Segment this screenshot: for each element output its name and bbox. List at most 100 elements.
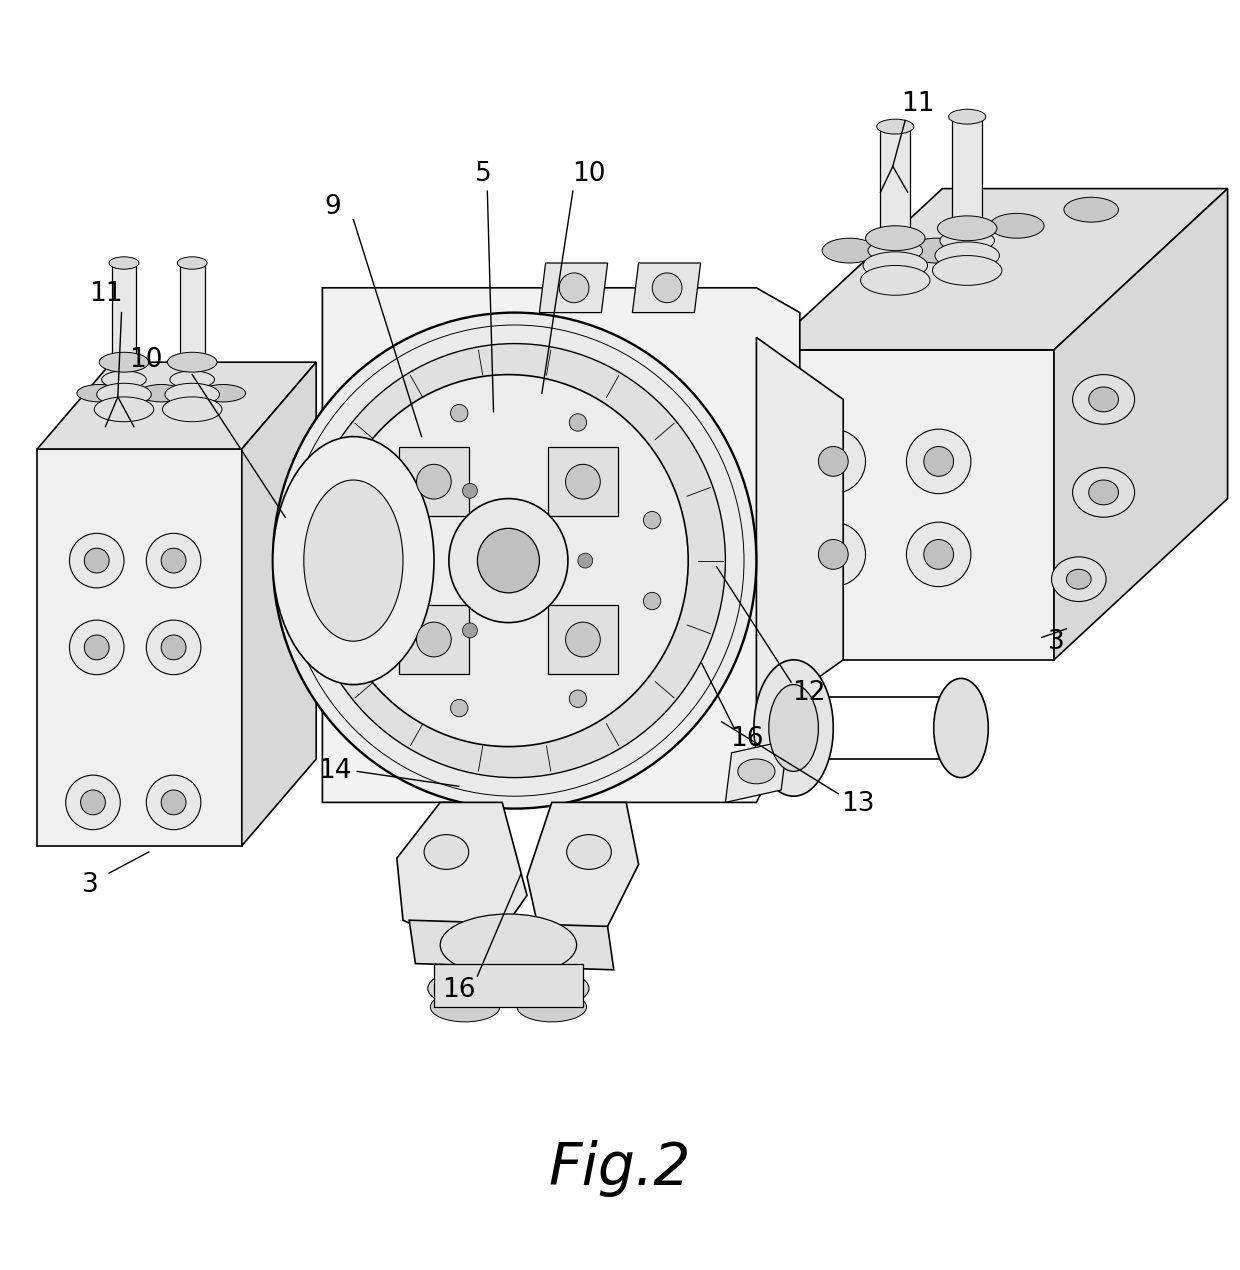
Text: 10: 10 (572, 161, 606, 187)
Ellipse shape (1089, 387, 1118, 411)
Ellipse shape (515, 972, 589, 1006)
Circle shape (81, 790, 105, 815)
Ellipse shape (906, 522, 971, 587)
Circle shape (818, 540, 848, 569)
Text: 13: 13 (841, 791, 875, 817)
Ellipse shape (567, 834, 611, 870)
Polygon shape (756, 338, 843, 721)
Text: 11: 11 (900, 91, 935, 117)
Ellipse shape (304, 480, 403, 641)
Text: Fig.2: Fig.2 (549, 1139, 691, 1196)
Ellipse shape (66, 775, 120, 829)
Circle shape (463, 484, 477, 498)
Polygon shape (37, 450, 242, 846)
Text: 5: 5 (475, 161, 492, 187)
Circle shape (924, 540, 954, 569)
Circle shape (417, 622, 451, 657)
Ellipse shape (801, 522, 866, 587)
Ellipse shape (868, 240, 923, 262)
FancyBboxPatch shape (548, 605, 618, 674)
Polygon shape (1054, 189, 1228, 660)
Ellipse shape (329, 375, 688, 747)
Ellipse shape (146, 620, 201, 674)
Ellipse shape (477, 528, 539, 593)
Ellipse shape (863, 251, 928, 279)
Ellipse shape (165, 384, 219, 405)
Ellipse shape (69, 620, 124, 674)
Circle shape (161, 790, 186, 815)
Circle shape (818, 447, 848, 476)
Polygon shape (37, 362, 316, 450)
Circle shape (450, 404, 467, 422)
Text: 3: 3 (82, 872, 99, 898)
Circle shape (417, 465, 451, 499)
Polygon shape (322, 288, 800, 803)
FancyBboxPatch shape (399, 447, 469, 517)
Ellipse shape (273, 437, 434, 685)
Circle shape (569, 414, 587, 431)
Circle shape (161, 635, 186, 660)
Ellipse shape (424, 834, 469, 870)
Circle shape (450, 700, 467, 716)
Ellipse shape (935, 241, 999, 269)
Ellipse shape (1089, 480, 1118, 504)
Ellipse shape (801, 429, 866, 494)
Ellipse shape (1066, 569, 1091, 589)
FancyBboxPatch shape (399, 605, 469, 674)
Ellipse shape (861, 265, 930, 295)
Ellipse shape (109, 257, 139, 269)
Ellipse shape (94, 398, 154, 422)
Ellipse shape (990, 213, 1044, 239)
Circle shape (565, 622, 600, 657)
Polygon shape (539, 263, 608, 312)
Ellipse shape (934, 678, 988, 777)
Text: 14: 14 (317, 758, 352, 785)
Ellipse shape (866, 226, 925, 250)
Circle shape (652, 273, 682, 302)
Polygon shape (769, 189, 1228, 349)
Text: 12: 12 (791, 681, 826, 706)
Ellipse shape (102, 371, 146, 389)
Polygon shape (112, 263, 136, 362)
Ellipse shape (1073, 467, 1135, 517)
Ellipse shape (304, 344, 725, 777)
Polygon shape (242, 362, 316, 846)
Ellipse shape (754, 660, 833, 796)
Ellipse shape (738, 759, 775, 784)
Text: 3: 3 (1048, 630, 1065, 655)
Polygon shape (397, 803, 527, 958)
Ellipse shape (77, 385, 122, 401)
Text: 16: 16 (441, 977, 476, 1002)
Circle shape (924, 447, 954, 476)
Ellipse shape (201, 385, 246, 401)
Circle shape (84, 635, 109, 660)
Circle shape (644, 512, 661, 528)
Polygon shape (769, 349, 1054, 660)
Text: 16: 16 (729, 726, 764, 752)
Text: 9: 9 (324, 194, 341, 220)
Ellipse shape (167, 352, 217, 372)
Ellipse shape (1064, 197, 1118, 222)
Polygon shape (632, 263, 701, 312)
Ellipse shape (146, 533, 201, 588)
Ellipse shape (449, 499, 568, 622)
Ellipse shape (170, 371, 215, 389)
Text: 11: 11 (88, 281, 123, 307)
Text: 10: 10 (129, 347, 164, 372)
Ellipse shape (932, 255, 1002, 286)
Polygon shape (880, 127, 910, 239)
FancyBboxPatch shape (548, 447, 618, 517)
Ellipse shape (273, 312, 756, 809)
Ellipse shape (69, 533, 124, 588)
Circle shape (559, 273, 589, 302)
Ellipse shape (1052, 556, 1106, 602)
Ellipse shape (517, 992, 587, 1022)
Circle shape (363, 615, 381, 631)
Ellipse shape (440, 914, 577, 977)
Circle shape (644, 592, 661, 610)
Circle shape (569, 690, 587, 707)
Circle shape (161, 549, 186, 573)
Ellipse shape (146, 775, 201, 829)
Ellipse shape (822, 239, 877, 263)
Ellipse shape (949, 109, 986, 124)
